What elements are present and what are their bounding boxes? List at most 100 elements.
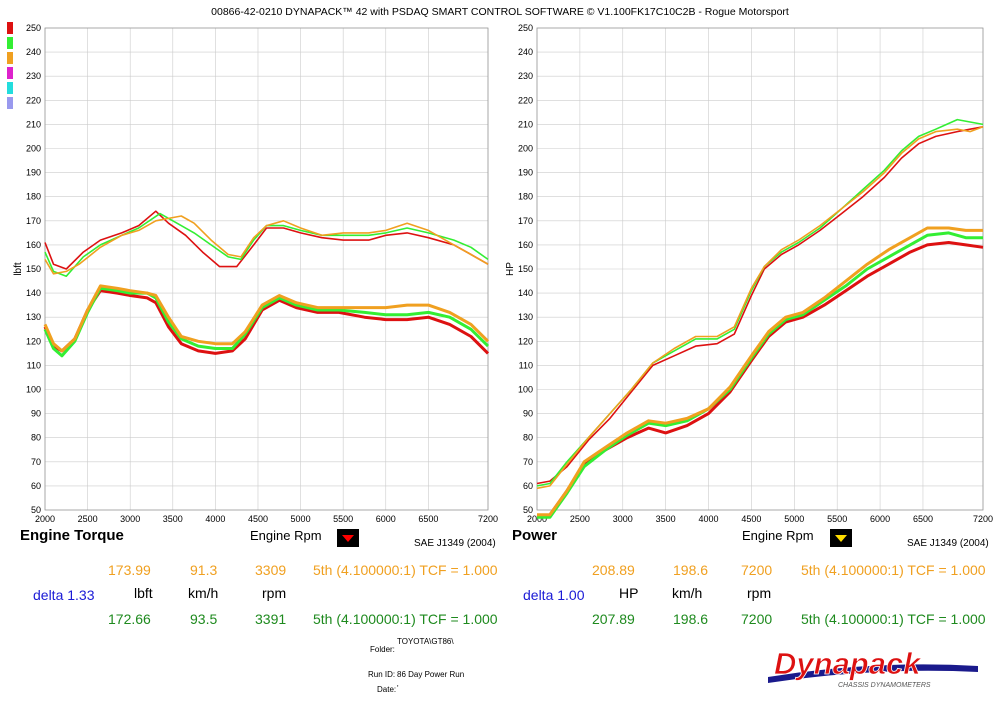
torque-orange-speed: 91.3	[190, 562, 218, 578]
torque-indicator-button[interactable]	[337, 529, 359, 547]
torque-series-green-line	[44, 212, 489, 277]
torque-ytick-label: 150	[26, 264, 41, 274]
power-orange-value: 208.89	[592, 562, 635, 578]
torque-xtick-label: 2500	[78, 514, 98, 524]
run-tag-magenta[interactable]	[7, 67, 13, 79]
torque-axis-label: Engine Rpm	[250, 528, 322, 543]
power-series-orange-line	[536, 126, 984, 490]
power-series-red-line	[536, 126, 984, 485]
svg-text:Dynapack: Dynapack	[774, 646, 922, 681]
power-ytick-label: 100	[518, 385, 533, 395]
power-grid	[536, 27, 984, 511]
power-xtick-label: 6500	[913, 514, 933, 524]
power-orange-rpm: 7200	[741, 562, 773, 578]
run-tag-lavender[interactable]	[7, 97, 13, 109]
torque-green-speed: 93.5	[190, 611, 218, 627]
power-indicator-button[interactable]	[830, 529, 852, 547]
down-arrow-icon	[342, 535, 354, 542]
torque-orange-gear: 5th (4.100000:1) TCF = 1.000	[313, 562, 498, 578]
torque-plot-frame	[44, 27, 489, 511]
power-green-speed: 198.6	[673, 611, 709, 627]
power-ytick-label: 160	[518, 240, 533, 250]
torque-ytick-label: 110	[27, 360, 41, 370]
power-ytick-label: 90	[523, 409, 533, 419]
torque-series-orange-line	[44, 215, 489, 275]
torque-green-value: 172.66	[108, 611, 151, 627]
run-tag-red[interactable]	[7, 22, 13, 34]
torque-ytick-label: 220	[26, 95, 41, 105]
torque-ytick-label: 160	[26, 240, 41, 250]
power-green-rpm: 7200	[741, 611, 773, 627]
torque-ytick-label: 200	[26, 144, 41, 154]
power-ytick-label: 110	[519, 360, 533, 370]
power-axis-label: Engine Rpm	[742, 528, 814, 543]
power-ytick-label: 130	[518, 312, 533, 322]
torque-green-gear: 5th (4.100000:1) TCF = 1.000	[313, 611, 498, 627]
power-xtick-label: 4500	[741, 514, 761, 524]
svg-text:CHASSIS DYNAMOMETERS: CHASSIS DYNAMOMETERS	[838, 682, 931, 689]
dynapack-logo: Dynapack CHASSIS DYNAMOMETERS	[768, 640, 978, 690]
torque-rpm-unit: rpm	[262, 585, 287, 601]
power-ytick-label: 80	[523, 433, 533, 443]
power-plot-frame	[536, 27, 984, 511]
torque-ytick-label: 120	[26, 336, 41, 346]
torque-ytick-label: 60	[31, 481, 41, 491]
report-title: 00866-42-0210 DYNAPACK™ 42 with PSDAQ SM…	[211, 6, 789, 18]
power-ytick-label: 50	[523, 505, 533, 515]
torque-unit: lbft	[134, 585, 153, 601]
torque-ytick-label: 130	[26, 312, 41, 322]
torque-ytick-label: 180	[26, 192, 41, 202]
power-ytick-label: 220	[518, 95, 533, 105]
power-series-green-line	[536, 118, 984, 487]
folder-label: Folder:	[370, 645, 395, 654]
torque-ytick-label: 50	[31, 505, 41, 515]
torque-speed-unit: km/h	[188, 585, 219, 601]
date-label: Date:	[377, 685, 397, 694]
power-xtick-label: 3500	[656, 514, 676, 524]
torque-chart: 50 60 70 80 90 100 110 120 130 140 150 160 170 180 190…	[13, 23, 498, 524]
power-xtick-label: 3000	[613, 514, 633, 524]
power-ytick-label: 70	[523, 457, 533, 467]
power-series-red-line	[536, 241, 984, 519]
power-ytick-label: 210	[518, 119, 533, 129]
power-ytick-label: 240	[518, 47, 533, 57]
torque-ytick-label: 90	[31, 409, 41, 419]
torque-xtick-label: 7200	[478, 514, 498, 524]
run-tag-green[interactable]	[7, 37, 13, 49]
power-orange-gear: 5th (4.100000:1) TCF = 1.000	[801, 562, 986, 578]
run-tag-cyan[interactable]	[7, 82, 13, 94]
torque-series-red-line	[44, 210, 489, 270]
power-ytick-label: 60	[523, 481, 533, 491]
torque-xtick-label: 5500	[333, 514, 353, 524]
power-ytick-label: 250	[518, 23, 533, 33]
torque-green-rpm: 3391	[255, 611, 287, 627]
power-orange-speed: 198.6	[673, 562, 709, 578]
power-xtick-label: 4000	[699, 514, 719, 524]
run-id-label: Run ID:	[368, 670, 396, 679]
run-tag-orange[interactable]	[7, 52, 13, 64]
torque-delta: delta 1.33	[33, 587, 95, 603]
power-standard: SAE J1349 (2004)	[907, 538, 989, 549]
torque-xtick-label: 2000	[35, 514, 55, 524]
power-xtick-label: 2500	[570, 514, 590, 524]
power-chart: 50 60 70 80 90 100 110 120 130 140 150 160 170 180 190…	[505, 23, 993, 524]
torque-orange-value: 173.99	[108, 562, 151, 578]
power-unit: HP	[619, 585, 639, 601]
power-xtick-label: 7200	[973, 514, 993, 524]
folder-value: TOYOTA\GT86\	[397, 637, 454, 646]
power-ytick-label: 170	[518, 216, 533, 226]
torque-ytick-label: 140	[26, 288, 41, 298]
torque-xtick-label: 6500	[418, 514, 438, 524]
power-ylabel: HP	[505, 262, 516, 276]
power-ytick-label: 230	[518, 71, 533, 81]
torque-ytick-label: 210	[26, 119, 41, 129]
torque-ytick-label: 240	[26, 47, 41, 57]
torque-series-orange-line	[43, 284, 490, 353]
torque-xtick-label: 4000	[205, 514, 225, 524]
power-speed-unit: km/h	[672, 585, 703, 601]
torque-xtick-label: 3000	[120, 514, 140, 524]
torque-ytick-label: 170	[26, 216, 41, 226]
torque-xtick-label: 3500	[163, 514, 183, 524]
power-ytick-label: 190	[518, 168, 533, 178]
torque-standard: SAE J1349 (2004)	[414, 538, 496, 549]
